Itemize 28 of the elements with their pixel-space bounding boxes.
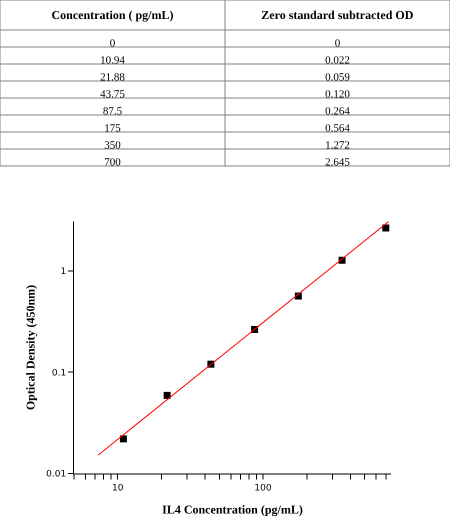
text: 0.264 bbox=[325, 105, 350, 118]
text: 0.120 bbox=[325, 88, 350, 100]
y-tick-label: 1 bbox=[60, 266, 66, 277]
category-label: 175 bbox=[104, 122, 122, 134]
category-label: 350 bbox=[104, 139, 122, 152]
point bbox=[382, 224, 390, 232]
category-label: 0 bbox=[110, 37, 116, 50]
text: Zero standard subtracted OD bbox=[261, 8, 414, 22]
text: 0.022 bbox=[325, 54, 350, 66]
category-label: 43.75 bbox=[100, 88, 126, 100]
y-tick-label: 0.01 bbox=[46, 470, 66, 480]
y-axis-title: Optical Density (450nm) bbox=[23, 284, 38, 410]
category-label: 21.88 bbox=[100, 71, 126, 84]
point bbox=[120, 435, 127, 442]
category-label: 700 bbox=[104, 156, 122, 168]
text: 0.059 bbox=[325, 71, 350, 84]
x-tick-label: 10 bbox=[112, 483, 124, 494]
category-label: 10.94 bbox=[100, 54, 126, 66]
text: 0.564 bbox=[325, 122, 350, 134]
category-label: 87.5 bbox=[102, 105, 123, 118]
text: 2.645 bbox=[325, 156, 350, 168]
text: Concentration ( pg/mL) bbox=[52, 8, 174, 22]
x-axis-title: IL4 Concentration (pg/mL) bbox=[162, 502, 303, 516]
point bbox=[164, 392, 171, 399]
y-tick-label: 0.1 bbox=[52, 368, 66, 378]
text: 0 bbox=[334, 37, 340, 50]
x-tick-label: 100 bbox=[254, 483, 272, 494]
text: 1.272 bbox=[325, 139, 350, 152]
